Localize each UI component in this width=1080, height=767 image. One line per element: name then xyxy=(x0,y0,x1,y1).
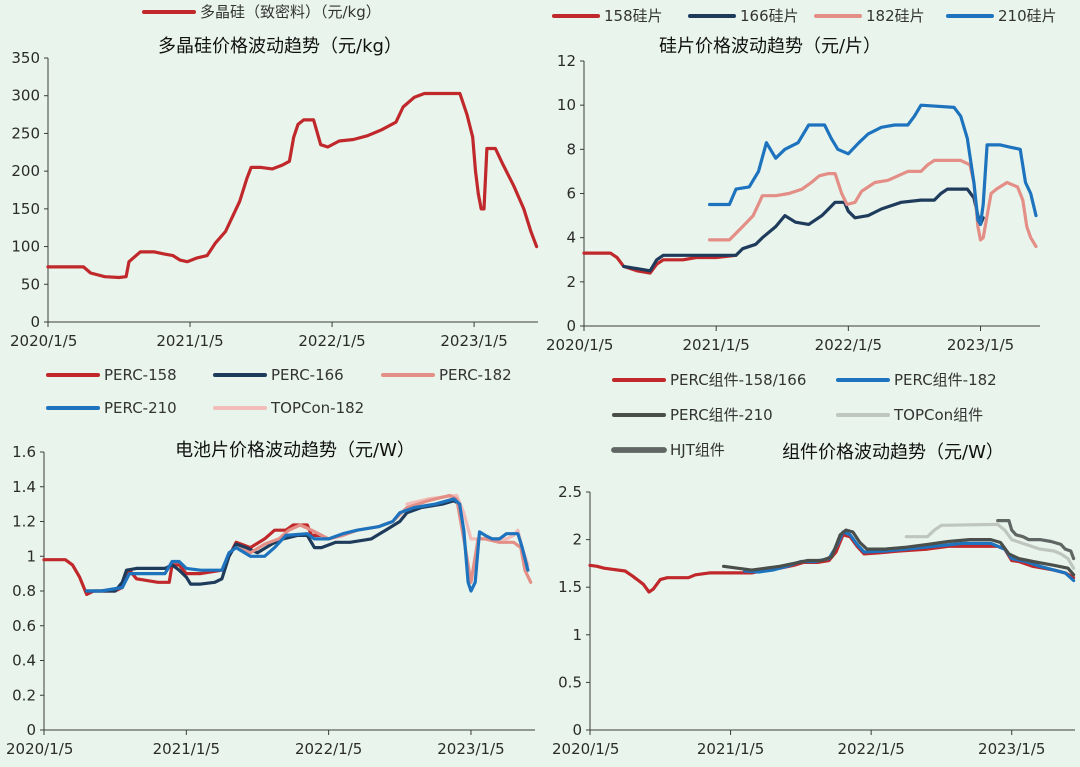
panel-background xyxy=(0,0,540,360)
y-tick-label: 1 xyxy=(572,626,582,644)
y-tick-label: 0.5 xyxy=(558,673,582,691)
x-tick-label: 2022/1/5 xyxy=(837,740,904,758)
legend-label: 182硅片 xyxy=(866,7,925,25)
y-tick-label: 50 xyxy=(21,275,40,293)
series-line-topcon xyxy=(904,522,1076,570)
y-tick-label: 0 xyxy=(566,317,576,335)
y-tick-label: 8 xyxy=(566,140,576,158)
y-tick-label: 350 xyxy=(11,49,40,67)
x-tick-label: 2021/1/5 xyxy=(156,332,223,350)
legend-item-perc-158: PERC-158 xyxy=(46,366,177,384)
chart-title: 组件价格波动趋势（元/W） xyxy=(782,442,1004,463)
x-tick-label: 2020/1/5 xyxy=(10,332,77,350)
series-line-158 xyxy=(582,251,738,275)
y-tick-label: 250 xyxy=(11,124,40,142)
series-line-166 xyxy=(622,187,985,273)
legend-item-perc-166: PERC-166 xyxy=(213,366,344,384)
legend-item-topcon: TOPCon组件 xyxy=(836,406,983,424)
y-tick-label: 4 xyxy=(566,229,576,247)
y-tick-label: 300 xyxy=(11,87,40,105)
y-tick-label: 0.6 xyxy=(12,617,36,635)
legend-label: PERC组件-210 xyxy=(670,406,773,424)
series-line-perc-182 xyxy=(234,493,533,584)
x-tick-label: 2020/1/5 xyxy=(546,336,613,354)
legend-item-hjt: HJT组件 xyxy=(611,441,725,459)
x-tick-label: 2021/1/5 xyxy=(682,336,749,354)
legend-item-perc-158-166: PERC组件-158/166 xyxy=(612,371,806,389)
panel-background xyxy=(540,0,1080,360)
cell-price-chart: 0 0.2 0.4 0.6 0.8 1 1.2 1.4 1.6 2020/1/5 2021/1/5 2… xyxy=(0,360,540,767)
wafer-price-chart: 0 2 4 6 8 10 12 2020/1/5 2021/1/5 2022/1/5 2023/1/… xyxy=(540,0,1080,360)
series-line-210 xyxy=(708,103,1038,226)
series-line-kg xyxy=(46,91,539,280)
y-tick-label: 0 xyxy=(30,313,40,331)
y-tick-label: 12 xyxy=(557,52,576,70)
series-line-hjt xyxy=(996,519,1076,561)
legend-label: 166硅片 xyxy=(740,7,799,25)
y-tick-label: 0.4 xyxy=(12,652,36,670)
module-price-chart: 0 0.5 1 1.5 2 2.5 2020/1/5 2021/1/5 2022/1/5 2023… xyxy=(540,360,1080,767)
legend-item-210: 210硅片 xyxy=(946,7,1057,25)
y-tick-label: 6 xyxy=(566,185,576,203)
legend-item-perc-210: PERC-210 xyxy=(46,399,177,417)
y-tick-label: 1 xyxy=(26,547,36,565)
legend-label: TOPCon-182 xyxy=(270,399,364,417)
legend-label: PERC-166 xyxy=(271,366,344,384)
series-line-perc-210 xyxy=(85,497,530,593)
chart-title: 硅片价格波动趋势（元/片） xyxy=(659,36,881,57)
legend-label: 多晶硅（致密料）（元/kg） xyxy=(200,3,381,21)
chart-title: 多晶硅价格波动趋势（元/kg） xyxy=(158,36,402,57)
legend-item-perc-182: PERC-182 xyxy=(381,366,512,384)
x-tick-label: 2021/1/5 xyxy=(153,740,220,758)
series-line-perc-158 xyxy=(42,523,324,597)
x-tick-label: 2023/1/5 xyxy=(440,332,507,350)
y-tick-label: 1.2 xyxy=(12,513,36,531)
x-tick-label: 2022/1/5 xyxy=(295,740,362,758)
y-tick-label: 0.8 xyxy=(12,582,36,600)
y-tick-label: 1.6 xyxy=(12,443,36,461)
x-tick-label: 2020/1/5 xyxy=(6,740,73,758)
x-tick-label: 2023/1/5 xyxy=(978,740,1045,758)
legend-label: 210硅片 xyxy=(998,7,1057,25)
y-tick-label: 0.2 xyxy=(12,686,36,704)
x-tick-label: 2023/1/5 xyxy=(947,336,1014,354)
legend-item-topcon-182: TOPCon-182 xyxy=(213,399,364,417)
series-line-perc-210 xyxy=(722,528,1076,577)
legend-item-182: 182硅片 xyxy=(814,7,925,25)
y-tick-label: 200 xyxy=(11,162,40,180)
legend-label: PERC组件-158/166 xyxy=(670,371,806,389)
x-tick-label: 2020/1/5 xyxy=(552,740,619,758)
polysilicon-price-chart: 0 50 100 150 200 250 300 350 2020/1/5 2021/1/5 202… xyxy=(0,0,540,360)
series-line-182 xyxy=(708,158,1038,249)
chart-title: 电池片价格波动趋势（元/W） xyxy=(175,440,415,461)
y-tick-label: 0 xyxy=(572,721,582,739)
legend-item-158: 158硅片 xyxy=(552,7,663,25)
y-tick-label: 0 xyxy=(26,721,36,739)
x-tick-label: 2022/1/5 xyxy=(815,336,882,354)
y-tick-label: 2 xyxy=(572,531,582,549)
y-tick-label: 1.5 xyxy=(558,578,582,596)
legend-label: HJT组件 xyxy=(670,441,725,459)
y-tick-label: 2.5 xyxy=(558,483,582,501)
legend-item-perc-210: PERC组件-210 xyxy=(612,406,773,424)
y-tick-label: 2 xyxy=(566,273,576,291)
legend-label: PERC-210 xyxy=(104,399,177,417)
legend-item-perc-182: PERC组件-182 xyxy=(836,371,997,389)
y-tick-label: 150 xyxy=(11,200,40,218)
x-tick-label: 2023/1/5 xyxy=(437,740,504,758)
legend-label: TOPCon组件 xyxy=(893,406,983,424)
x-tick-label: 2022/1/5 xyxy=(298,332,365,350)
y-tick-label: 100 xyxy=(11,238,40,256)
legend-label: PERC-158 xyxy=(104,366,177,384)
legend-item-166: 166硅片 xyxy=(688,7,799,25)
legend-label: 158硅片 xyxy=(604,7,663,25)
legend-label: PERC组件-182 xyxy=(894,371,997,389)
panel-background xyxy=(0,360,540,767)
x-tick-label: 2021/1/5 xyxy=(697,740,764,758)
legend-label: PERC-182 xyxy=(439,366,512,384)
y-tick-label: 1.4 xyxy=(12,478,36,496)
legend-item-kg: 多晶硅（致密料）（元/kg） xyxy=(142,3,381,21)
y-tick-label: 10 xyxy=(557,96,576,114)
